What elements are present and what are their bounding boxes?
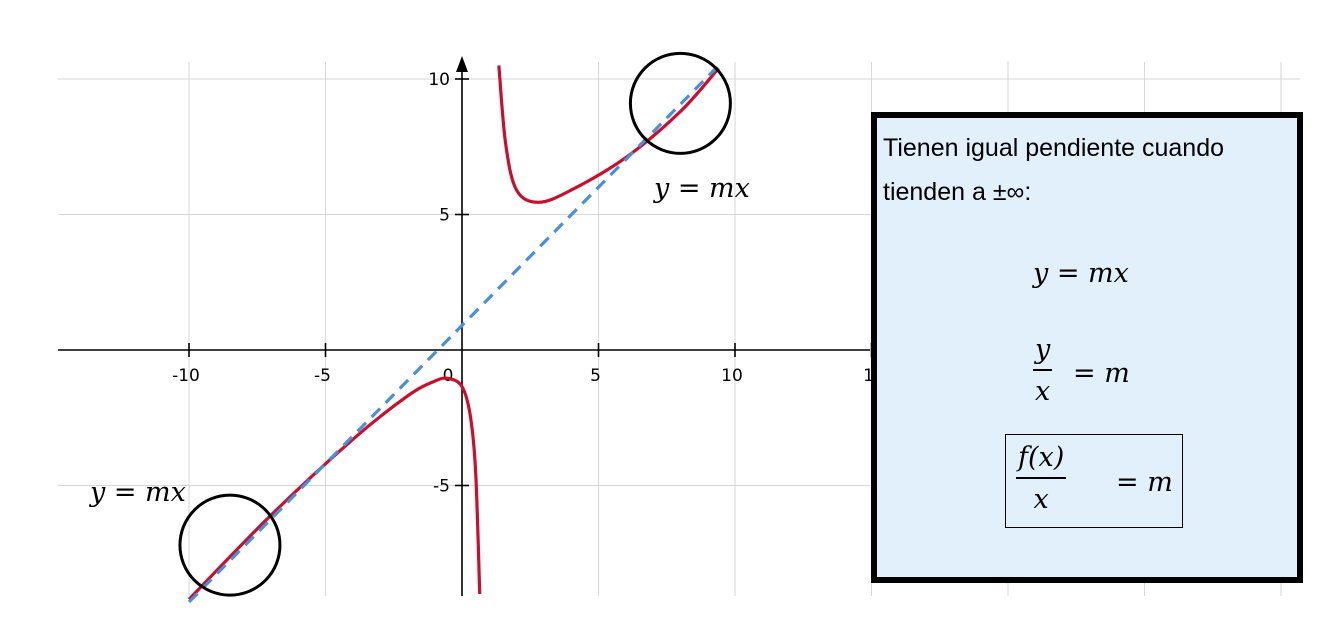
y-tick-label: -5 (433, 477, 450, 497)
x-tick-label: -10 (172, 366, 200, 386)
y-tick-label: 5 (439, 206, 450, 226)
function-branch-1 (187, 376, 482, 601)
info-box: Tienen igual pendiente cuando tienden a … (871, 112, 1303, 583)
y-tick-label: 10 (428, 70, 450, 90)
highlight-circle-1 (628, 51, 732, 155)
function-branch-2 (497, 65, 720, 204)
circle-markers (178, 51, 732, 597)
ratio-denominator: x (1035, 376, 1051, 407)
boxed-numerator: f(x) (1016, 441, 1067, 479)
boxed-equation: f(x) x = m (1005, 434, 1183, 528)
x-tick-label: 0 (443, 366, 454, 386)
boxed-denominator: x (1033, 484, 1049, 515)
x-tick-label: 1 (863, 366, 874, 386)
ratio-numerator: y (1033, 333, 1053, 371)
axes: -10 -5 0 5 10 1 10 5 -5 (58, 56, 874, 596)
ratio-equals: = m (1073, 358, 1130, 389)
y-axis-arrow (456, 56, 468, 72)
highlight-circle-2 (178, 493, 282, 597)
x-tick-label: -5 (314, 366, 331, 386)
info-intro: Tienen igual pendiente cuando tienden a … (883, 134, 1225, 206)
boxed-fraction: f(x) x (1016, 441, 1067, 519)
boxed-equals: = m (1116, 467, 1173, 498)
series (187, 61, 723, 604)
annotation-upper: y = mx (653, 173, 750, 204)
annotation-lower: y = mx (89, 477, 186, 508)
equation-line: y = mx (1033, 258, 1129, 289)
x-tick-label: 10 (721, 366, 743, 386)
equation-ratio-fraction: y x (1033, 333, 1053, 411)
x-tick-label: 5 (590, 366, 601, 386)
asymptote-line (187, 61, 723, 604)
